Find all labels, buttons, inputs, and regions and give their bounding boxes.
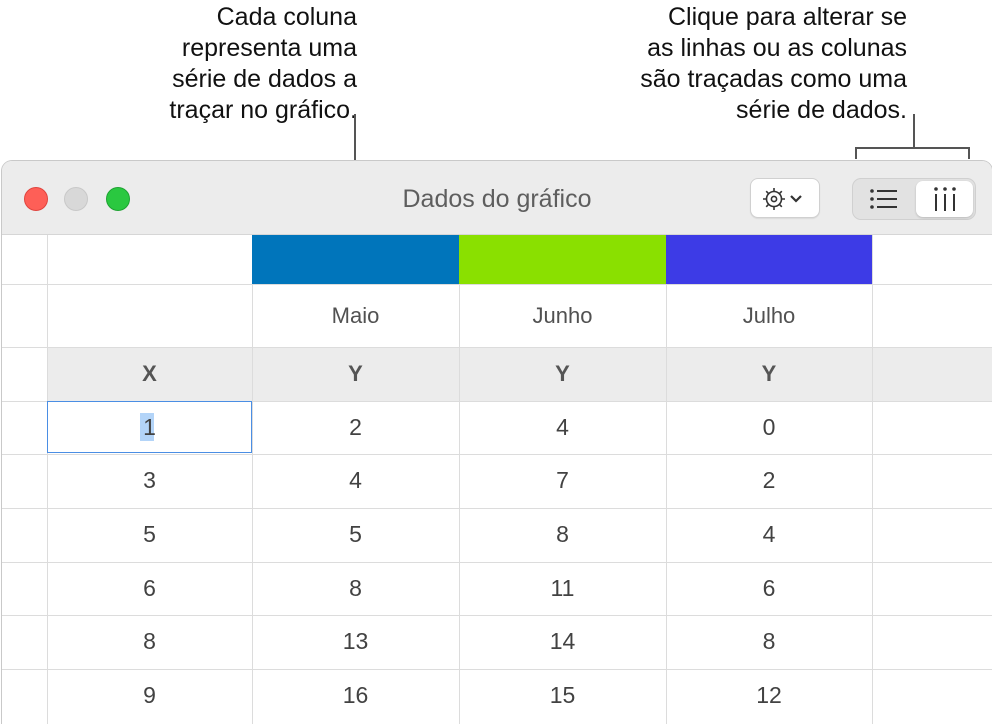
y-value-cell[interactable]: 12	[756, 682, 782, 708]
zoom-button[interactable]	[106, 187, 130, 211]
grid-line	[459, 284, 460, 724]
x-value-cell[interactable]: 8	[143, 628, 156, 654]
callout-line: série de dados a	[172, 65, 357, 93]
y-value-cell[interactable]: 5	[349, 521, 362, 547]
grid-line	[666, 284, 667, 724]
y-axis-header: Y	[761, 361, 777, 386]
y-value-cell[interactable]: 4	[556, 414, 569, 440]
series-name-cell[interactable]: Junho	[532, 303, 593, 328]
y-value-cell[interactable]: 11	[550, 575, 575, 601]
x-value-cell[interactable]: 9	[143, 682, 156, 708]
callout-line: as linhas ou as colunas	[647, 34, 907, 62]
y-value-cell[interactable]: 13	[342, 628, 369, 654]
y-axis-header: Y	[348, 361, 363, 386]
list-rows-icon	[870, 189, 897, 209]
series-name-cell[interactable]: Julho	[742, 303, 796, 328]
x-value-cell[interactable]: 1	[143, 414, 156, 440]
grid-line	[872, 235, 873, 724]
axis-header-row	[47, 347, 992, 401]
y-value-cell[interactable]: 16	[342, 682, 369, 708]
x-value-cell[interactable]: 5	[143, 521, 156, 547]
grid-line	[2, 615, 992, 616]
window-title: Dados do gráfico	[402, 185, 592, 213]
callout-rows-columns-toggle: Clique para alterar se as linhas ou as c…	[640, 2, 907, 126]
plot-rows-columns-segmented-control[interactable]	[852, 178, 976, 220]
y-value-cell[interactable]: 2	[762, 467, 776, 493]
series-color-swatch[interactable]	[666, 235, 872, 284]
close-button[interactable]	[24, 187, 48, 211]
callout-line: são traçadas como uma	[640, 65, 907, 93]
chart-data-window: Dados do gráfico	[1, 160, 992, 724]
plot-columns-as-series-button[interactable]	[916, 181, 973, 217]
y-value-cell[interactable]: 4	[349, 467, 362, 493]
active-cell-selection[interactable]	[47, 401, 252, 453]
callout-bracket	[968, 147, 970, 159]
callout-series-columns: Cada coluna representa uma série de dado…	[169, 2, 357, 126]
action-menu-button[interactable]	[750, 178, 820, 218]
y-value-cell[interactable]: 6	[762, 575, 776, 601]
y-value-cell[interactable]: 2	[349, 414, 362, 440]
callout-line: representa uma	[181, 34, 357, 62]
grid-line	[2, 454, 992, 455]
y-value-cell[interactable]: 8	[556, 521, 569, 547]
callout-bracket	[855, 147, 970, 149]
grid-line	[2, 669, 992, 670]
y-value-cell[interactable]: 14	[549, 628, 576, 654]
text-selection-highlight	[140, 413, 154, 441]
y-value-cell[interactable]: 8	[762, 628, 776, 654]
series-color-swatch[interactable]	[459, 235, 666, 284]
y-value-cell[interactable]: 0	[762, 414, 776, 440]
grid-line	[2, 508, 992, 509]
grid-line	[2, 347, 992, 348]
y-axis-header: Y	[555, 361, 570, 386]
series-name-cell[interactable]: Maio	[331, 303, 380, 328]
grid-line	[252, 284, 253, 724]
x-value-cell[interactable]: 3	[143, 467, 156, 493]
grid-line	[2, 562, 992, 563]
callout-bracket	[855, 147, 857, 159]
x-axis-header: X	[142, 361, 157, 386]
x-value-cell[interactable]: 6	[143, 575, 156, 601]
plot-rows-as-series-button[interactable]	[853, 179, 915, 219]
title-bar[interactable]: Dados do gráfico	[2, 161, 992, 235]
y-value-cell[interactable]: 4	[762, 521, 776, 547]
callout-line: Clique para alterar se	[667, 3, 907, 31]
callout-line: série de dados.	[736, 96, 907, 124]
grid-line	[47, 235, 48, 724]
y-value-cell[interactable]: 15	[549, 682, 576, 708]
minimize-button[interactable]	[64, 187, 88, 211]
grid-line	[2, 401, 992, 402]
callout-leader-line	[913, 114, 915, 148]
callout-line: Cada coluna	[216, 3, 357, 31]
series-color-swatch[interactable]	[252, 235, 459, 284]
gear-chevron-icon	[763, 188, 802, 210]
grid-line	[2, 284, 992, 285]
callout-line: traçar no gráfico.	[169, 96, 357, 124]
y-value-cell[interactable]: 8	[349, 575, 362, 601]
y-value-cell[interactable]: 7	[556, 467, 569, 493]
columns-icon	[934, 187, 956, 211]
